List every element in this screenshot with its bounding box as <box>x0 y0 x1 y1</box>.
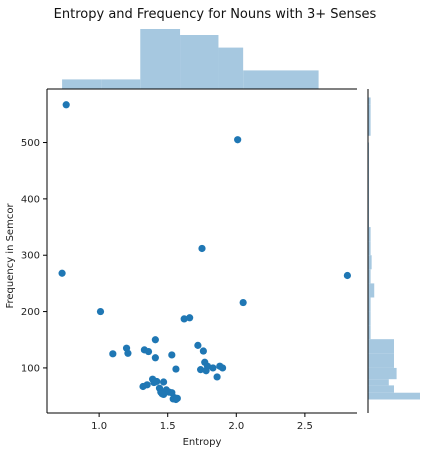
y-tick-label: 200 <box>21 307 40 318</box>
right-hist-bar <box>368 311 371 326</box>
scatter-point <box>234 136 242 144</box>
scatter-point <box>239 298 247 307</box>
x-tick-label: 1.5 <box>160 421 176 432</box>
scatter-point <box>172 365 180 373</box>
scatter-point <box>343 271 351 280</box>
scatter-point <box>199 347 207 355</box>
scatter-point <box>213 373 221 381</box>
right-hist-bar <box>368 142 370 228</box>
right-hist-bar <box>368 392 420 400</box>
scatter-point <box>194 341 202 349</box>
scatter-point <box>151 354 159 362</box>
x-tick-label: 2.5 <box>297 421 313 432</box>
scatter-point <box>168 351 176 359</box>
top-hist-bar <box>140 29 181 89</box>
scatter-point <box>173 394 181 402</box>
top-hist-bar <box>101 79 141 89</box>
scatter-point <box>198 244 206 253</box>
y-tick-label: 100 <box>21 363 40 374</box>
y-tick-label: 400 <box>21 194 40 205</box>
scatter-point <box>159 378 168 386</box>
x-tick-label: 2.0 <box>228 421 244 432</box>
right-hist-bar <box>368 339 394 354</box>
right-hist-bar <box>368 241 371 256</box>
right-hist-bar <box>368 353 394 368</box>
right-marginal-histogram <box>367 89 420 413</box>
y-axis-label: Frequency in Semcor <box>5 203 16 309</box>
scatter-point <box>180 315 188 323</box>
scatter-point <box>209 364 217 372</box>
right-hist-bar <box>368 297 371 312</box>
scatter-point <box>197 366 205 374</box>
scatter-point <box>96 307 105 316</box>
scatter-point <box>202 367 210 375</box>
top-hist-bar <box>218 47 244 89</box>
chart-title: Entropy and Frequency for Nouns with 3+ … <box>54 7 377 22</box>
scatter-point <box>153 377 161 386</box>
y-tick-label: 300 <box>21 251 40 262</box>
scatter-point <box>124 349 132 357</box>
x-axis-label: Entropy <box>183 437 222 448</box>
right-hist-bar <box>368 104 371 136</box>
top-hist-bar <box>62 79 102 89</box>
main-scatter-axes: 1.0 1.5 2.0 2.5 100 200 300 400 500 <box>21 89 357 432</box>
right-hist-bar <box>368 97 371 105</box>
scatter-point <box>186 314 194 322</box>
scatter-point <box>62 101 70 109</box>
right-hist-bar <box>368 227 371 242</box>
scatter-point <box>143 381 151 389</box>
scatter-point <box>144 347 153 356</box>
scatter-points <box>58 101 351 404</box>
y-tick-label: 500 <box>21 138 40 149</box>
scatter-point <box>109 350 117 358</box>
scatter-point <box>158 390 166 398</box>
top-hist-bar <box>243 70 319 89</box>
right-hist-bar <box>368 283 375 298</box>
top-hist-bar <box>180 35 219 89</box>
scatter-point <box>218 364 227 372</box>
right-hist-bar <box>368 385 394 393</box>
right-hist-bar <box>368 269 371 284</box>
right-hist-bar <box>368 379 389 386</box>
scatter-point <box>151 336 159 344</box>
right-hist-bar <box>368 325 371 340</box>
x-tick-label: 1.0 <box>91 421 107 432</box>
right-hist-bar <box>368 255 372 270</box>
scatter-point <box>58 269 66 277</box>
right-hist-bar <box>368 367 397 380</box>
top-marginal-histogram <box>47 29 357 90</box>
